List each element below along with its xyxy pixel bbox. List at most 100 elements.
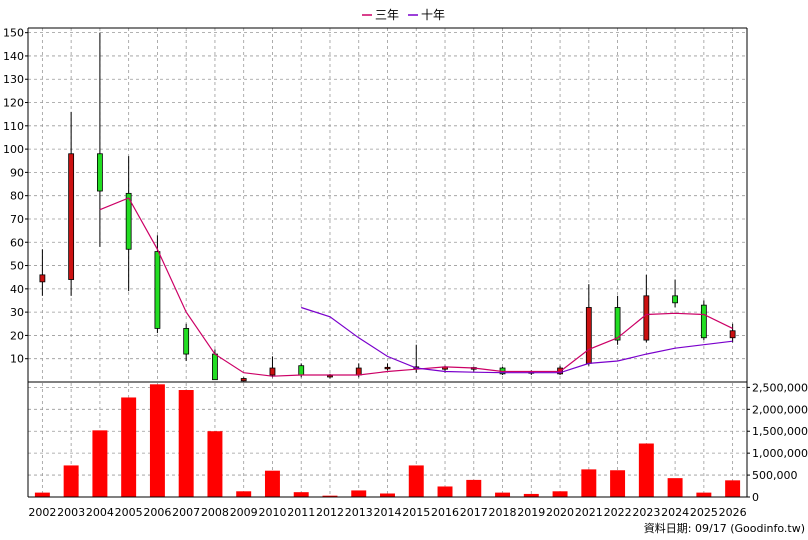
price-tick-label: 130 — [3, 73, 24, 86]
x-tick-label: 2022 — [604, 506, 632, 519]
candle-body — [125, 192, 132, 250]
volume-bar — [495, 492, 511, 497]
source-label: 資料日期: 09/17 (Goodinfo.tw) — [644, 521, 805, 535]
x-tick-label: 2026 — [719, 506, 747, 519]
price-tick-label: 70 — [10, 213, 24, 226]
x-tick-label: 2007 — [172, 506, 200, 519]
volume-bar — [149, 384, 165, 497]
volume-tick-label: 0 — [752, 491, 759, 504]
volume-bar — [178, 390, 194, 497]
legend: 三年 十年 — [362, 8, 445, 22]
volume-bar — [380, 493, 395, 497]
candle-body — [585, 307, 592, 364]
volume-bar — [34, 492, 50, 497]
legend-label-ten-year: 十年 — [421, 8, 445, 22]
candle-body — [97, 153, 103, 192]
legend-label-three-year: 三年 — [375, 8, 399, 22]
price-tick-label: 150 — [3, 27, 24, 40]
volume-bar — [264, 470, 280, 497]
candle-body — [39, 274, 46, 283]
price-tick-label: 80 — [10, 190, 24, 203]
volume-bar — [92, 430, 108, 497]
candle-body — [672, 295, 678, 304]
price-tick-label: 110 — [3, 120, 24, 133]
price-tick-label: 100 — [3, 143, 24, 156]
x-tick-label: 2020 — [546, 506, 574, 519]
volume-bar — [725, 480, 741, 497]
volume-bar — [552, 491, 568, 497]
x-tick-label: 2021 — [575, 506, 603, 519]
price-tick-label: 120 — [3, 97, 24, 110]
x-tick-label: 2002 — [28, 506, 56, 519]
x-tick-label: 2011 — [287, 506, 315, 519]
volume-bar — [696, 492, 712, 497]
x-tick-label: 2006 — [143, 506, 171, 519]
candle-body — [355, 367, 362, 376]
x-tick-label: 2012 — [316, 506, 344, 519]
candle-body — [298, 365, 305, 376]
series-line — [301, 306, 733, 374]
price-tick-label: 20 — [10, 329, 24, 342]
candle-body — [269, 367, 276, 376]
x-tick-label: 2013 — [345, 506, 373, 519]
price-tick-label: 30 — [10, 306, 24, 319]
volume-bar — [351, 490, 367, 497]
volume-bar — [322, 495, 338, 497]
candle-body — [700, 304, 707, 339]
x-tick-label: 2023 — [632, 506, 660, 519]
volume-bar — [121, 397, 137, 497]
candle-body — [183, 328, 190, 355]
candle-body — [729, 330, 736, 339]
candle-body — [384, 366, 391, 370]
x-tick-label: 2025 — [690, 506, 718, 519]
x-tick-label: 2008 — [201, 506, 229, 519]
candle-body — [240, 378, 247, 382]
x-tick-label: 2014 — [374, 506, 402, 519]
series-line — [99, 197, 733, 377]
x-tick-label: 2018 — [489, 506, 517, 519]
volume-tick-label: 2,500,000 — [752, 381, 808, 394]
x-tick-label: 2004 — [86, 506, 114, 519]
price-tick-label: 40 — [10, 283, 24, 296]
x-tick-label: 2005 — [115, 506, 143, 519]
price-tick-label: 90 — [10, 166, 24, 179]
volume-bar — [207, 431, 223, 497]
volume-tick-label: 1,000,000 — [752, 447, 808, 460]
candle-body — [614, 307, 621, 341]
x-tick-label: 2009 — [230, 506, 258, 519]
volume-bar — [667, 478, 683, 497]
volume-bar — [63, 465, 79, 497]
x-tick-label: 2003 — [57, 506, 85, 519]
price-tick-label: 50 — [10, 260, 24, 273]
volume-bar — [236, 491, 252, 497]
x-tick-label: 2015 — [402, 506, 430, 519]
x-tick-label: 2010 — [258, 506, 286, 519]
volume-bar — [293, 492, 309, 497]
volume-bar — [408, 465, 424, 497]
volume-bar — [610, 470, 626, 497]
price-tick-label: 140 — [3, 50, 24, 63]
x-tick-label: 2016 — [431, 506, 459, 519]
x-tick-label: 2017 — [460, 506, 488, 519]
candle-body — [643, 295, 650, 341]
tick-labels: 2002 2003 2004 2005 2006 2007 2008 2009 2010 2011… — [3, 27, 808, 519]
moving-average-lines — [99, 197, 733, 377]
candle-body — [154, 251, 161, 329]
volume-tick-label: 1,500,000 — [752, 425, 808, 438]
volume-tick-label: 2,000,000 — [752, 403, 808, 416]
price-tick-label: 10 — [10, 353, 24, 366]
candle-body — [68, 153, 75, 280]
price-tick-label: 60 — [10, 236, 24, 249]
candle-body — [327, 375, 333, 378]
volume-bars — [34, 384, 741, 497]
volume-bar — [638, 443, 654, 497]
volume-bar — [437, 486, 453, 497]
volume-bar — [466, 479, 482, 497]
x-tick-label: 2019 — [517, 506, 545, 519]
volume-bar — [523, 493, 539, 497]
axes — [25, 27, 750, 498]
volume-tick-label: 500,000 — [752, 469, 798, 482]
x-tick-label: 2024 — [661, 506, 689, 519]
volume-bar — [581, 469, 597, 497]
